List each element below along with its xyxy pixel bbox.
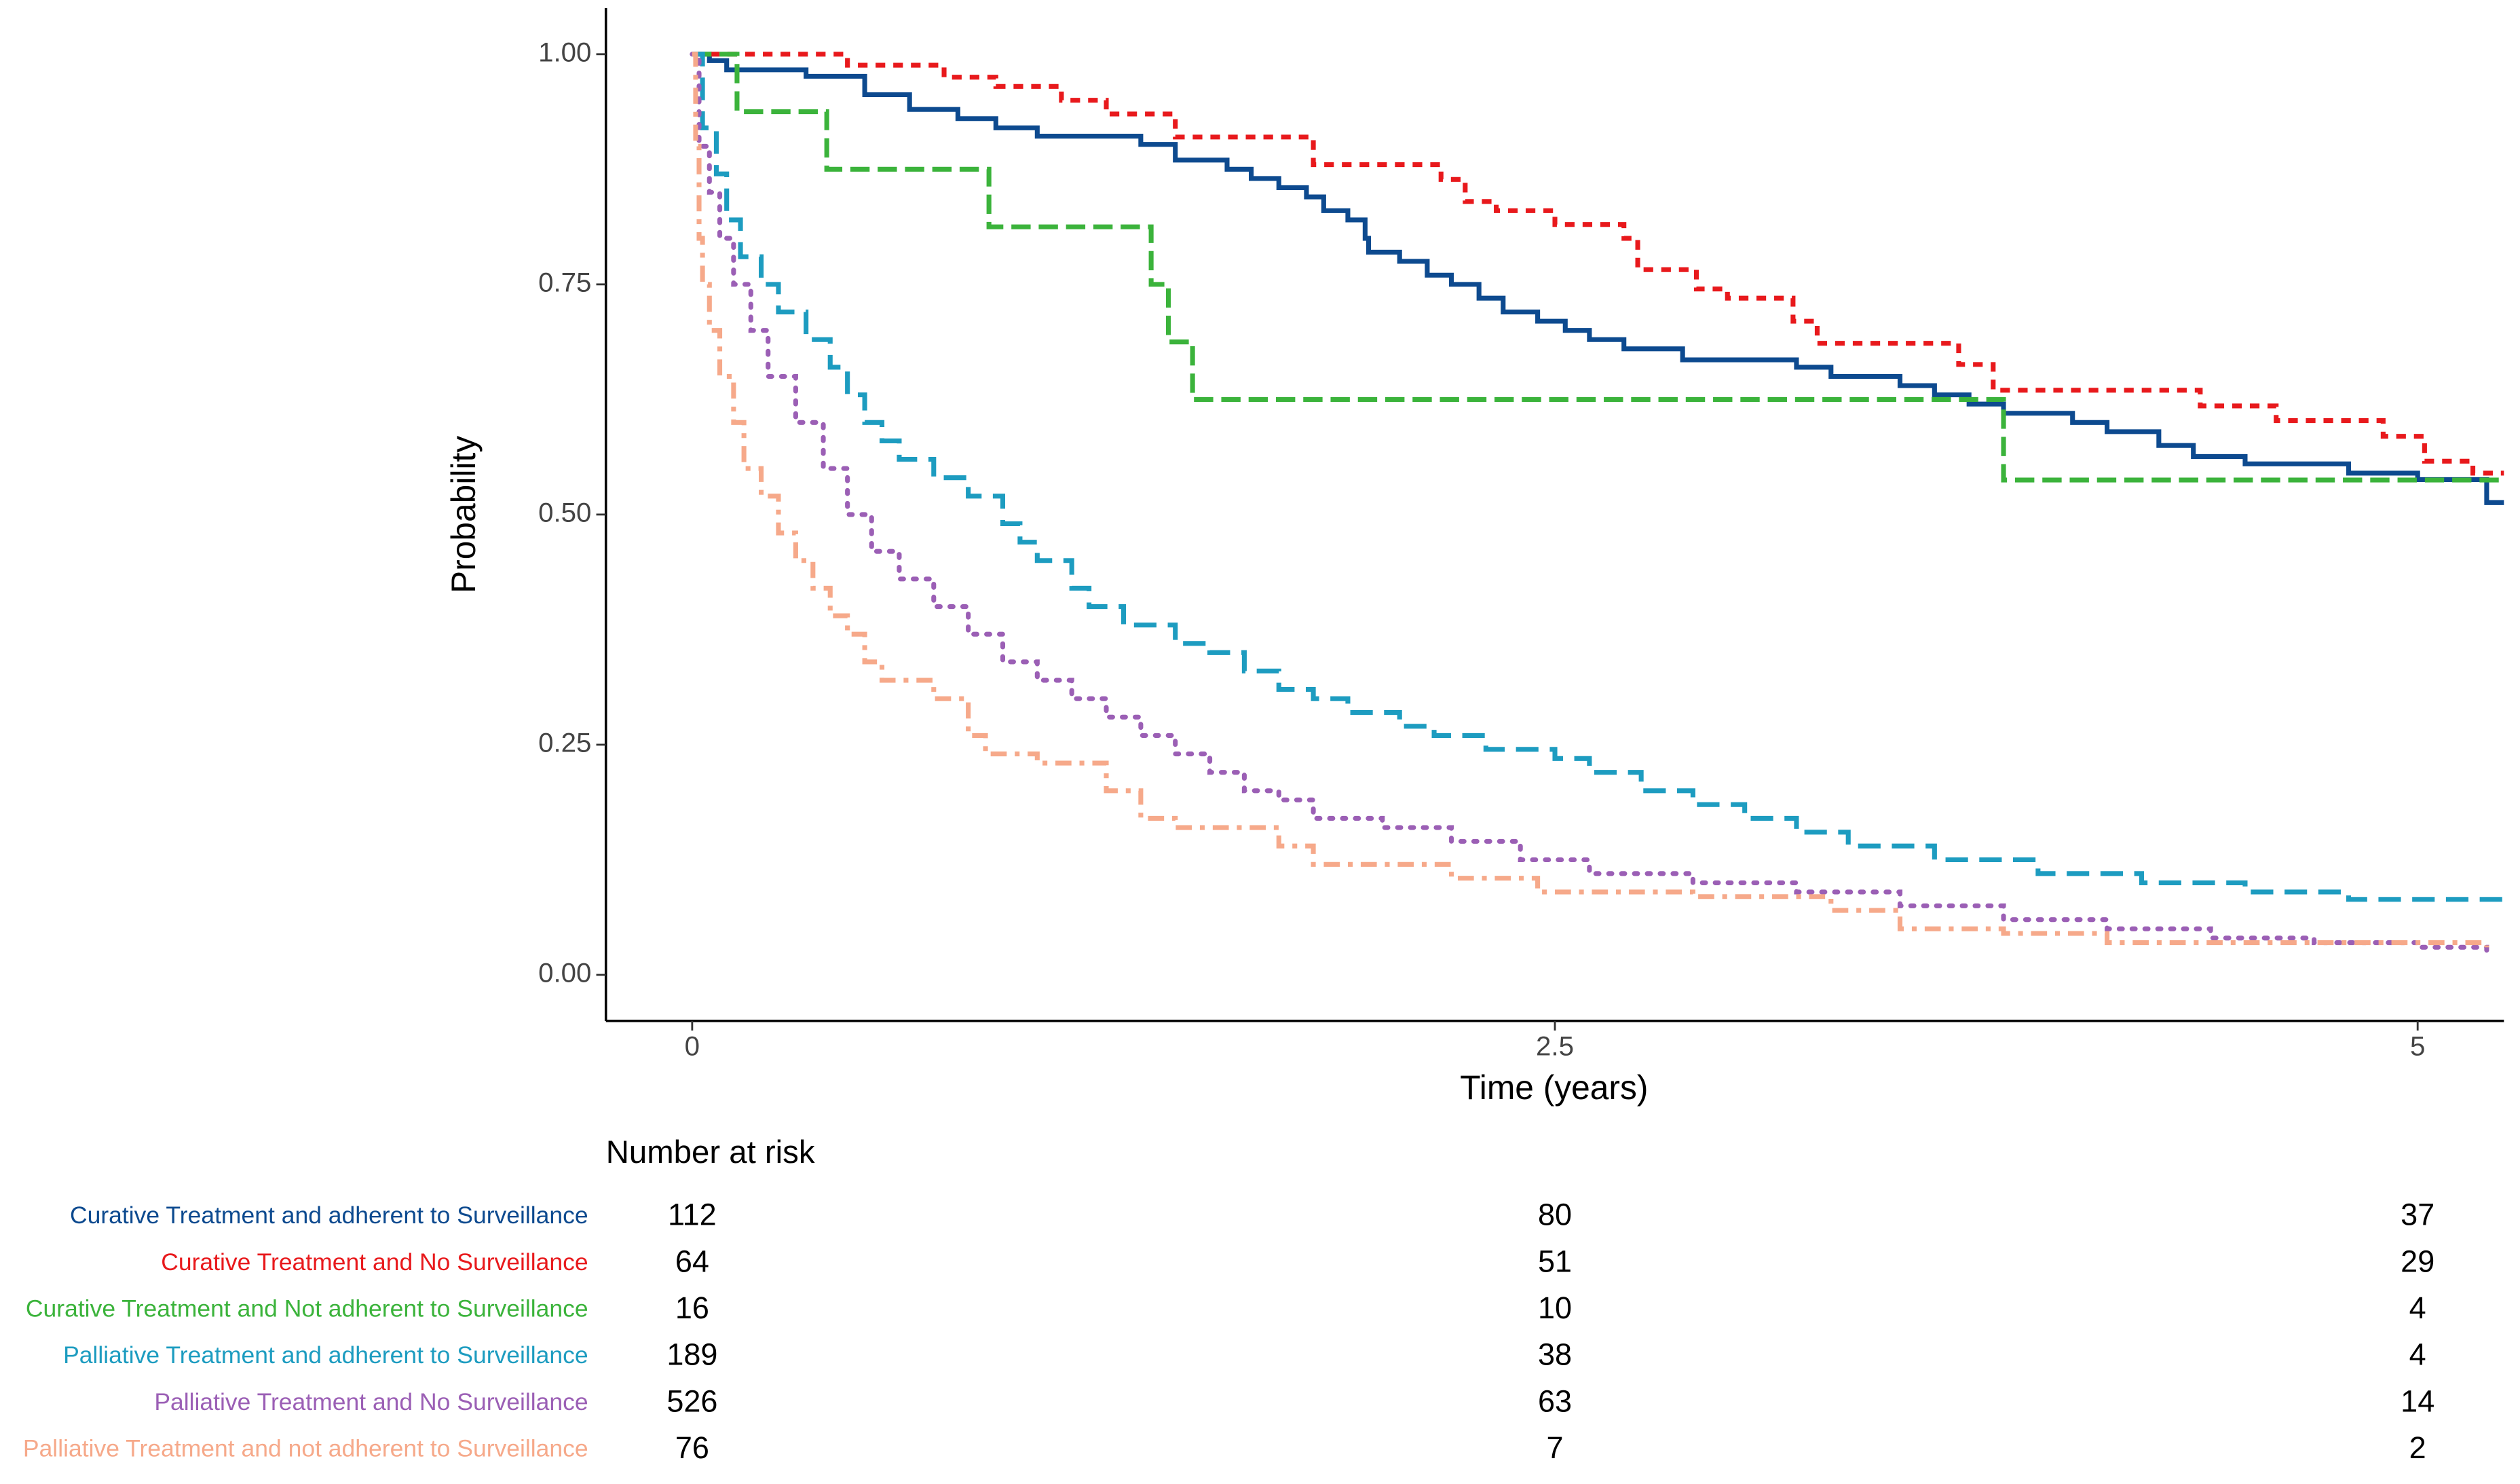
survival-curve: [692, 52, 2504, 505]
risk-count: 64: [675, 1244, 709, 1278]
x-tick-label: 5: [2410, 1031, 2425, 1062]
survival-curve: [692, 52, 2504, 476]
risk-row-label: Palliative Treatment and No Surveillance: [154, 1388, 588, 1415]
survival-curve: [692, 52, 2504, 902]
risk-count: 29: [2401, 1244, 2434, 1278]
x-axis-title: Time (years): [1460, 1069, 1648, 1107]
risk-row-label: Curative Treatment and adherent to Surve…: [70, 1202, 588, 1229]
risk-count: 4: [2409, 1337, 2426, 1372]
risk-count: 526: [666, 1384, 717, 1418]
survival-curve: [692, 52, 2504, 483]
risk-count: 37: [2401, 1198, 2434, 1232]
risk-count: 112: [668, 1198, 717, 1232]
survival-curve: [690, 52, 2489, 954]
x-tick-label: 2.5: [1536, 1031, 1574, 1062]
x-tick-label: 0: [685, 1031, 700, 1062]
y-tick-label: 0.75: [538, 267, 591, 298]
risk-count: 80: [1538, 1198, 1572, 1232]
y-tick-label: 0.50: [538, 498, 591, 528]
risk-row-label: Curative Treatment and No Surveillance: [161, 1248, 588, 1276]
risk-table-title: Number at risk: [606, 1134, 815, 1170]
risk-row-label: Palliative Treatment and adherent to Sur…: [63, 1341, 588, 1369]
risk-count: 2: [2409, 1430, 2426, 1465]
survival-curve: [692, 52, 2489, 948]
risk-count: 51: [1538, 1244, 1572, 1278]
risk-count: 63: [1538, 1384, 1572, 1418]
risk-row-label: Curative Treatment and Not adherent to S…: [26, 1295, 588, 1322]
risk-count: 76: [675, 1430, 709, 1465]
y-axis-title: Probability: [445, 436, 483, 593]
risk-count: 38: [1538, 1337, 1572, 1372]
risk-count: 10: [1538, 1291, 1572, 1325]
risk-count: 7: [1547, 1430, 1564, 1465]
risk-count: 4: [2409, 1291, 2426, 1325]
y-tick-label: 0.25: [538, 728, 591, 758]
risk-row-label: Palliative Treatment and not adherent to…: [23, 1434, 588, 1462]
y-tick-label: 0.00: [538, 958, 591, 988]
risk-count: 16: [675, 1291, 709, 1325]
risk-count: 14: [2401, 1384, 2434, 1418]
risk-count: 189: [666, 1337, 717, 1372]
y-tick-label: 1.00: [538, 37, 591, 67]
